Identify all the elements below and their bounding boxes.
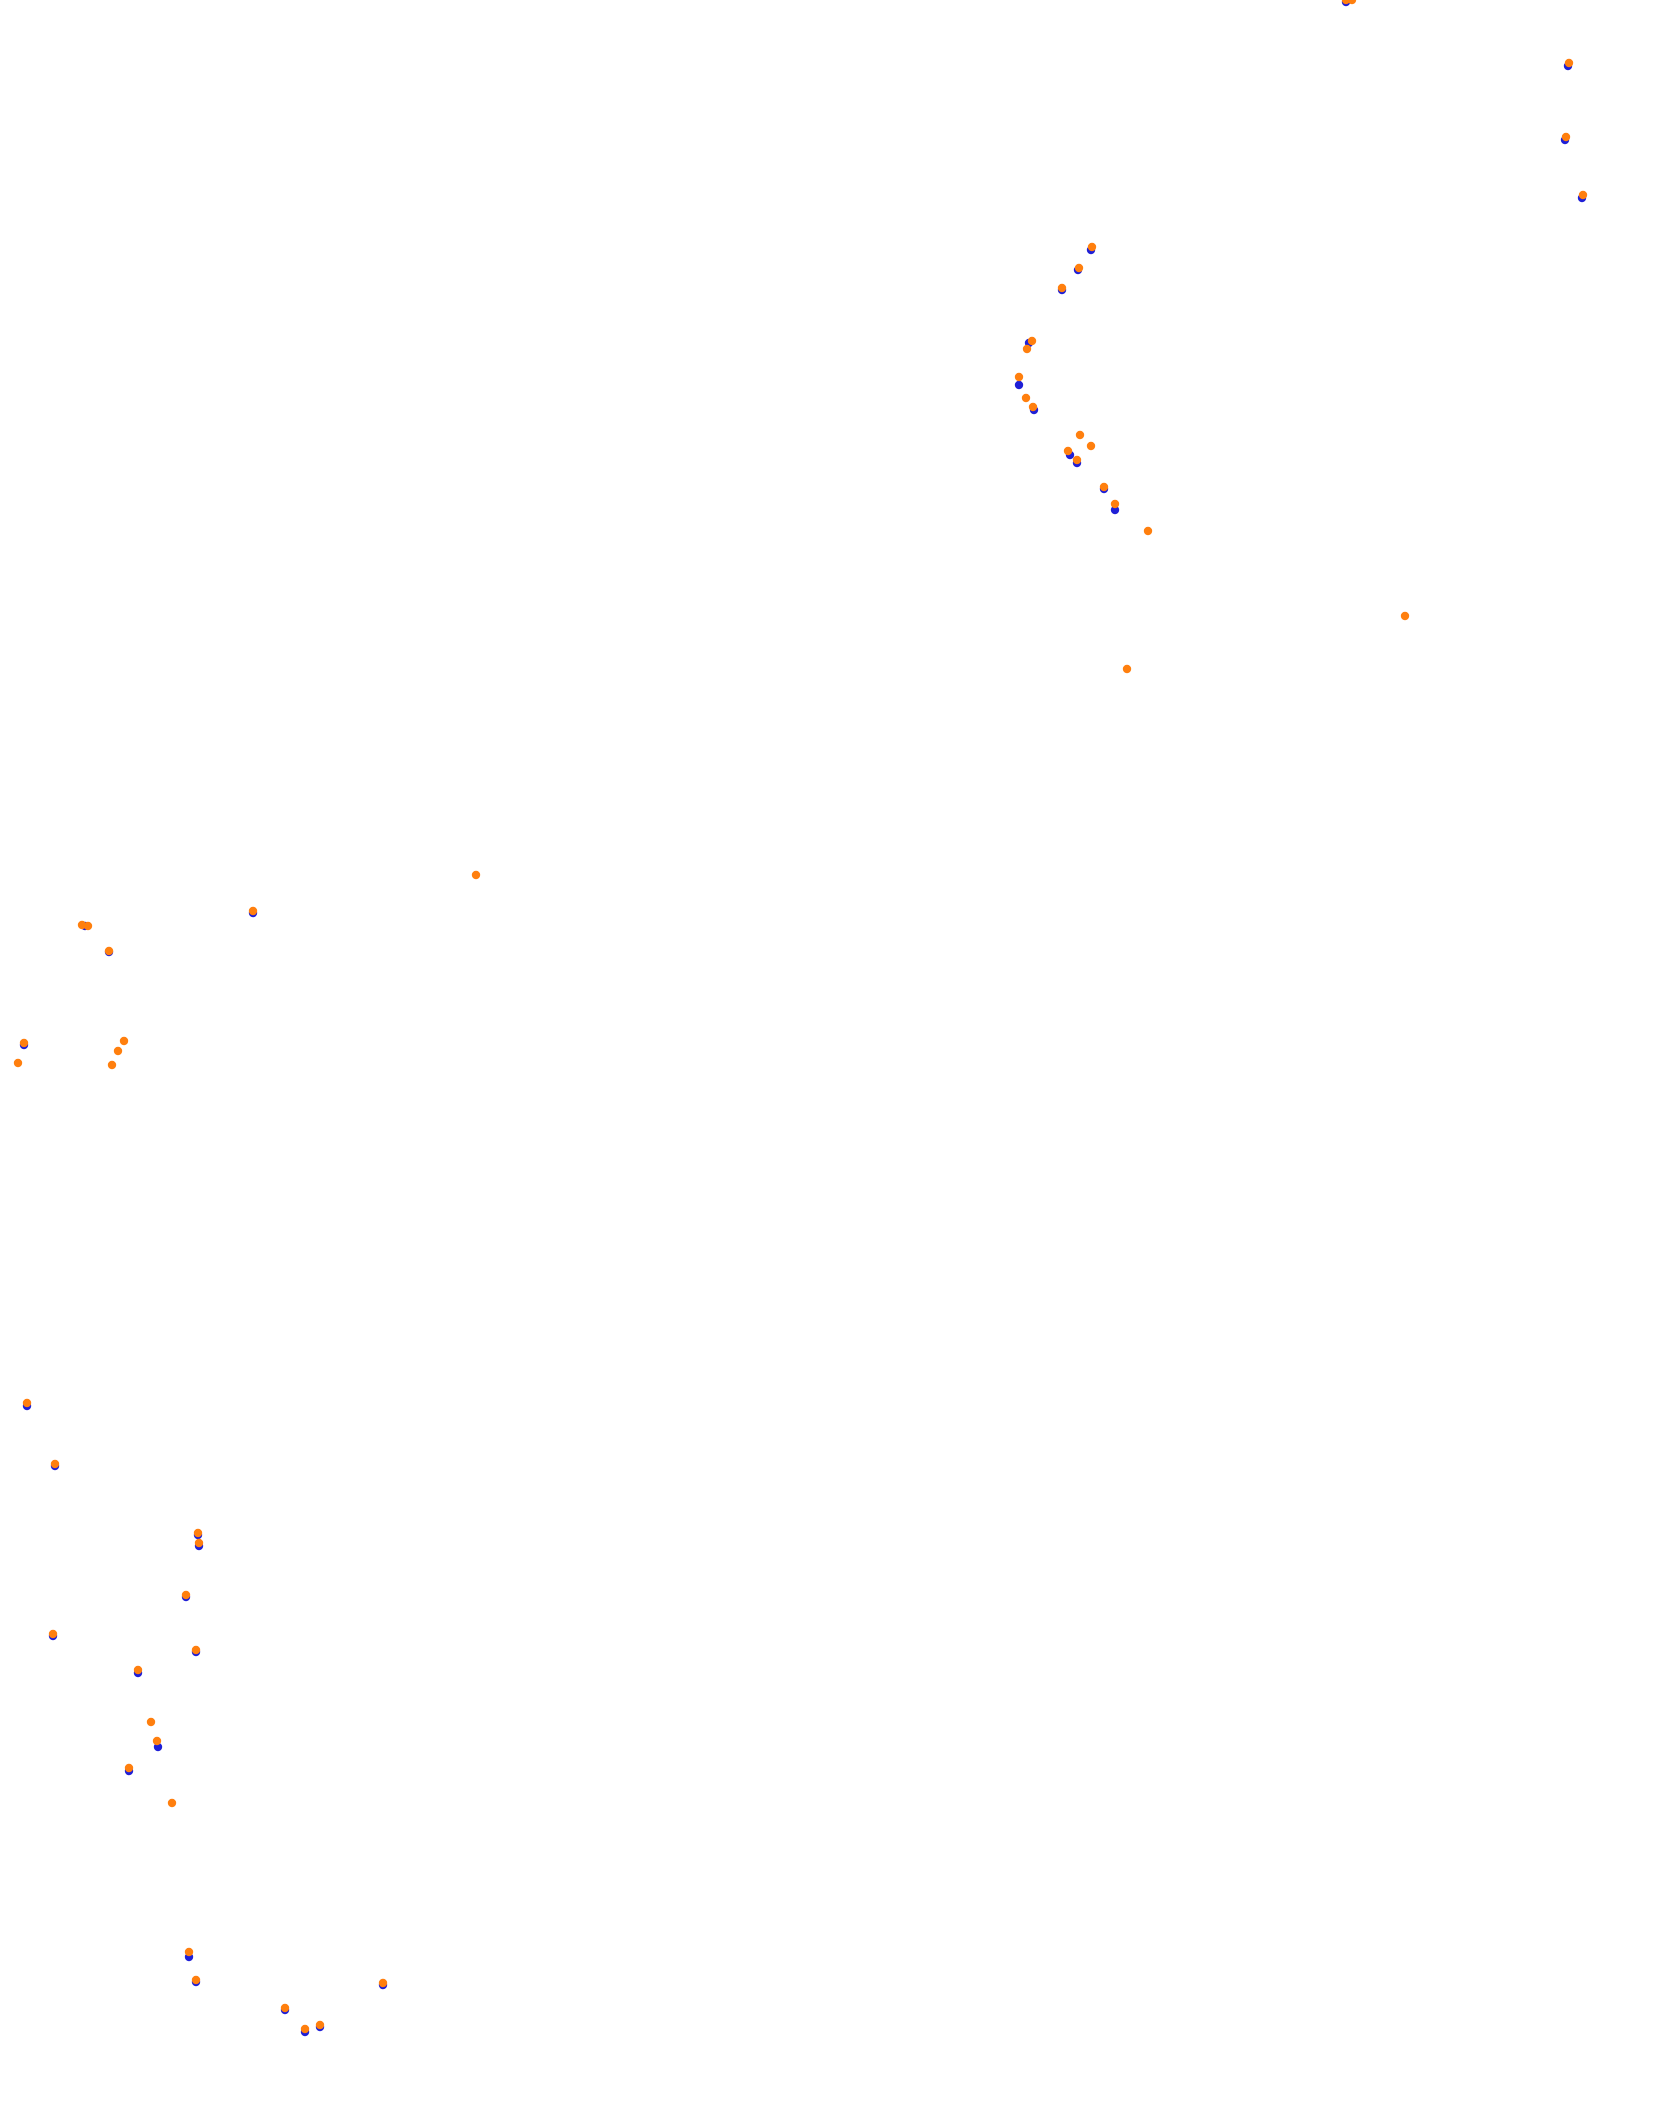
point-s2-3 xyxy=(1564,58,1574,68)
point-s2-24 xyxy=(248,906,258,916)
point-s1-9 xyxy=(1014,380,1024,390)
point-s2-23 xyxy=(471,870,481,880)
point-s2-43 xyxy=(124,1763,134,1773)
point-s2-45 xyxy=(184,1947,194,1957)
point-s2-50 xyxy=(378,1978,388,1988)
point-s2-36 xyxy=(194,1538,204,1548)
point-s2-13 xyxy=(1028,402,1038,412)
point-s2-12 xyxy=(1021,393,1031,403)
point-s2-44 xyxy=(167,1798,177,1808)
point-s2-9 xyxy=(1027,336,1037,346)
point-s2-18 xyxy=(1099,482,1109,492)
point-s2-11 xyxy=(1014,372,1024,382)
point-s2-29 xyxy=(13,1058,23,1068)
point-s2-34 xyxy=(50,1459,60,1469)
point-s2-21 xyxy=(1400,611,1410,621)
point-s1-14 xyxy=(1110,505,1120,515)
point-s2-37 xyxy=(181,1590,191,1600)
point-s2-30 xyxy=(119,1036,129,1046)
point-s2-20 xyxy=(1143,526,1153,536)
point-s2-28 xyxy=(19,1038,29,1048)
point-s2-26 xyxy=(83,921,93,931)
point-s2-49 xyxy=(315,2020,325,2030)
point-s2-7 xyxy=(1074,263,1084,273)
point-s2-40 xyxy=(133,1665,143,1675)
point-s2-35 xyxy=(193,1528,203,1538)
point-s2-2 xyxy=(1347,0,1357,5)
point-s2-15 xyxy=(1063,446,1073,456)
point-s2-4 xyxy=(1561,132,1571,142)
point-s2-46 xyxy=(191,1975,201,1985)
point-s2-47 xyxy=(280,2003,290,2013)
point-s2-32 xyxy=(107,1060,117,1070)
point-s2-10 xyxy=(1022,344,1032,354)
point-s2-42 xyxy=(152,1736,162,1746)
point-s2-31 xyxy=(113,1046,123,1056)
point-s2-33 xyxy=(22,1398,32,1408)
series-2 xyxy=(13,0,1588,2034)
point-s2-14 xyxy=(1075,430,1085,440)
point-s2-39 xyxy=(191,1645,201,1655)
point-s2-22 xyxy=(1122,664,1132,674)
point-s2-41 xyxy=(146,1717,156,1727)
series-layer xyxy=(13,0,1588,2037)
point-s2-6 xyxy=(1087,242,1097,252)
point-s2-48 xyxy=(300,2024,310,2034)
point-s2-19 xyxy=(1110,499,1120,509)
point-s2-17 xyxy=(1072,455,1082,465)
point-s2-8 xyxy=(1057,283,1067,293)
point-s2-16 xyxy=(1086,441,1096,451)
point-s2-38 xyxy=(48,1629,58,1639)
point-s2-27 xyxy=(104,946,114,956)
point-s2-5 xyxy=(1578,190,1588,200)
